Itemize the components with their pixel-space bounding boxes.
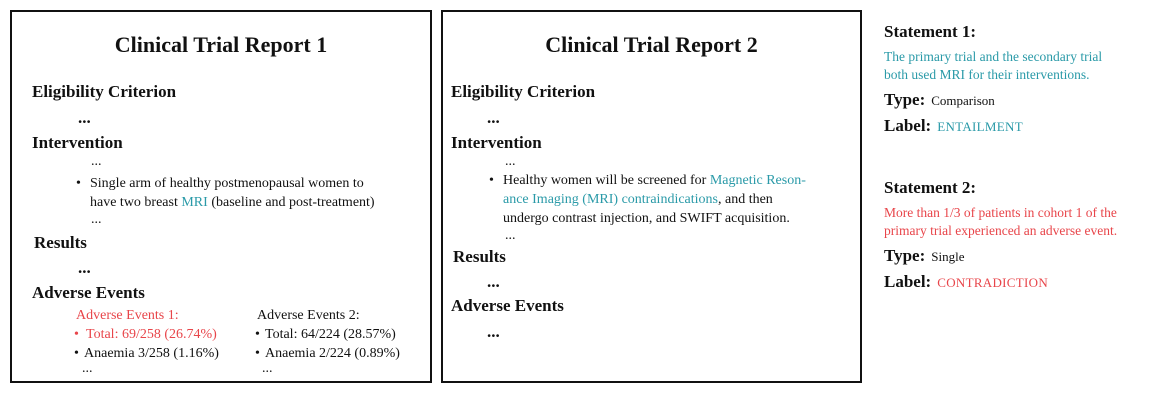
- statement-1-line-1: The primary trial and the secondary tria…: [884, 49, 1103, 64]
- report-2-results-heading: Results: [453, 247, 506, 266]
- report-2-intervention-bullet: • Healthy women will be screened for Magn…: [489, 171, 806, 228]
- adverse-events-2-ellipsis: ...: [262, 361, 273, 376]
- report-2-eligibility-ellipsis: ...: [487, 108, 500, 127]
- report-1-intervention-heading: Intervention: [32, 133, 123, 152]
- report-2-mri-highlight-1: Magnetic Reson-: [709, 173, 806, 188]
- report-2-intervention-line-3: undergo contrast injection, and SWIFT ac…: [503, 211, 790, 226]
- report-1-intervention-line-1: • Single arm of healthy postmenopausal wo…: [76, 176, 364, 191]
- adverse-events-1-anaemia: • Anaemia 3/258 (1.16%): [74, 346, 219, 361]
- report-1-adverse-heading: Adverse Events: [32, 283, 145, 302]
- statement-2-line-1: More than 1/3 of patients in cohort 1 of…: [884, 205, 1117, 220]
- report-1-intervention-bullet: • Single arm of healthy postmenopausal wo…: [76, 174, 375, 212]
- statement-1-label: Label: ENTAILMENT: [884, 116, 1023, 135]
- report-2-intervention-line-2: ance Imaging (MRI) contraindications, an…: [503, 192, 773, 207]
- adverse-events-2-total: • Total: 64/224 (28.57%): [255, 327, 396, 342]
- statement-1-line-2: both used MRI for their interventions.: [884, 67, 1090, 82]
- report-2-intervention-heading: Intervention: [451, 133, 542, 152]
- bullet-icon: •: [489, 173, 494, 188]
- report-1-eligibility-heading: Eligibility Criterion: [32, 82, 177, 101]
- statement-2-line-2: primary trial experienced an adverse eve…: [884, 223, 1118, 238]
- statement-2-type: Type: Single: [884, 246, 965, 265]
- adverse-events-1-title: Adverse Events 1:: [76, 308, 179, 323]
- statement-2-block: Statement 2: More than 1/3 of patients i…: [884, 178, 1117, 292]
- statement-1-label-value: ENTAILMENT: [937, 119, 1023, 134]
- bullet-icon: •: [255, 346, 260, 361]
- report-1-results-heading: Results: [34, 233, 87, 252]
- statement-1-text: The primary trial and the secondary tria…: [884, 48, 1102, 84]
- report-2-adverse-ellipsis: ...: [487, 322, 500, 341]
- statement-2-label-value: CONTRADICTION: [937, 275, 1049, 290]
- report-1-mri-highlight: MRI: [181, 195, 208, 210]
- adverse-events-1-ellipsis: ...: [82, 361, 93, 376]
- clinical-trial-report-2-panel: Clinical Trial Report 2 Eligibility Crit…: [441, 10, 862, 383]
- bullet-icon: •: [76, 176, 81, 191]
- adverse-events-1-total: • Total: 69/258 (26.74%): [74, 327, 217, 342]
- report-2-adverse-heading: Adverse Events: [451, 296, 564, 315]
- report-2-eligibility-heading: Eligibility Criterion: [451, 82, 596, 101]
- report-1-eligibility-ellipsis: ...: [78, 108, 91, 127]
- statement-2-heading: Statement 2:: [884, 178, 977, 197]
- report-1-intervention-ellipsis-bottom: ...: [91, 212, 102, 227]
- adverse-events-2-title: Adverse Events 2:: [257, 308, 360, 323]
- report-2-intervention-ellipsis-top: ...: [505, 154, 516, 169]
- statement-2-label: Label: CONTRADICTION: [884, 272, 1049, 291]
- report-1-title: Clinical Trial Report 1: [114, 32, 328, 57]
- statement-1-heading: Statement 1:: [884, 22, 977, 41]
- report-1-intervention-ellipsis-top: ...: [91, 154, 102, 169]
- statement-1-block: Statement 1: The primary trial and the s…: [884, 22, 1102, 136]
- report-2-intervention-ellipsis-bottom: ...: [505, 228, 516, 243]
- report-1-results-ellipsis: ...: [78, 258, 91, 277]
- adverse-events-1-block: Adverse Events 1: • Total: 69/258 (26.74%…: [74, 306, 217, 344]
- adverse-events-2-block: Adverse Events 2: • Total: 64/224 (28.57%…: [255, 306, 400, 363]
- report-2-intervention-line-1: • Healthy women will be screened for Magn…: [489, 173, 806, 188]
- adverse-events-2-anaemia: • Anaemia 2/224 (0.89%): [255, 346, 400, 361]
- statement-2-text: More than 1/3 of patients in cohort 1 of…: [884, 204, 1117, 240]
- report-2-results-ellipsis: ...: [487, 272, 500, 291]
- bullet-icon: •: [74, 346, 79, 361]
- report-1-intervention-line-2: have two breast MRI (baseline and post-t…: [90, 195, 375, 210]
- clinical-trial-report-1-panel: Clinical Trial Report 1 Eligibility Crit…: [10, 10, 432, 383]
- report-2-title: Clinical Trial Report 2: [545, 32, 758, 57]
- report-2-mri-highlight-2: ance Imaging (MRI) contraindications: [503, 192, 718, 207]
- statement-1-type: Type: Comparison: [884, 90, 995, 109]
- bullet-icon: •: [255, 327, 260, 342]
- bullet-icon: •: [74, 327, 79, 342]
